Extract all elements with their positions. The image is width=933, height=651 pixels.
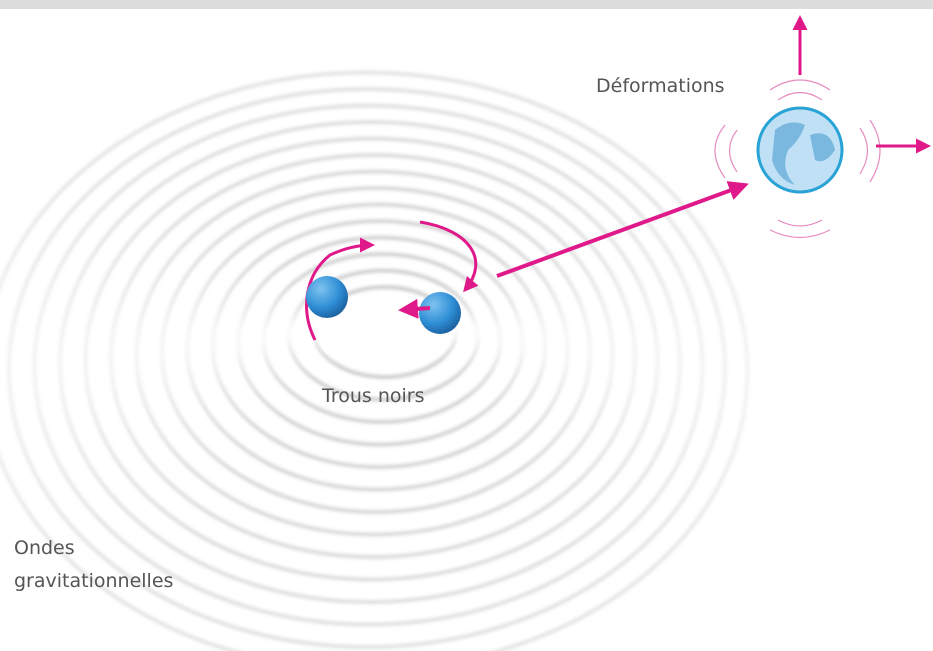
label-waves: gravitationnelles — [14, 570, 173, 592]
earth — [715, 18, 928, 238]
black-hole — [306, 276, 348, 318]
ripples — [0, 68, 748, 651]
label-deformations: Déformations — [596, 75, 725, 97]
diagram: Déformations Trous noirs Ondes gravitati… — [0, 0, 933, 651]
label-black-holes: Trous noirs — [321, 385, 424, 407]
label-waves: Ondes — [14, 537, 75, 559]
top-bar — [0, 0, 933, 9]
arrow — [402, 308, 430, 310]
black-hole — [419, 292, 461, 334]
page: Déformations Trous noirs Ondes gravitati… — [0, 0, 933, 651]
